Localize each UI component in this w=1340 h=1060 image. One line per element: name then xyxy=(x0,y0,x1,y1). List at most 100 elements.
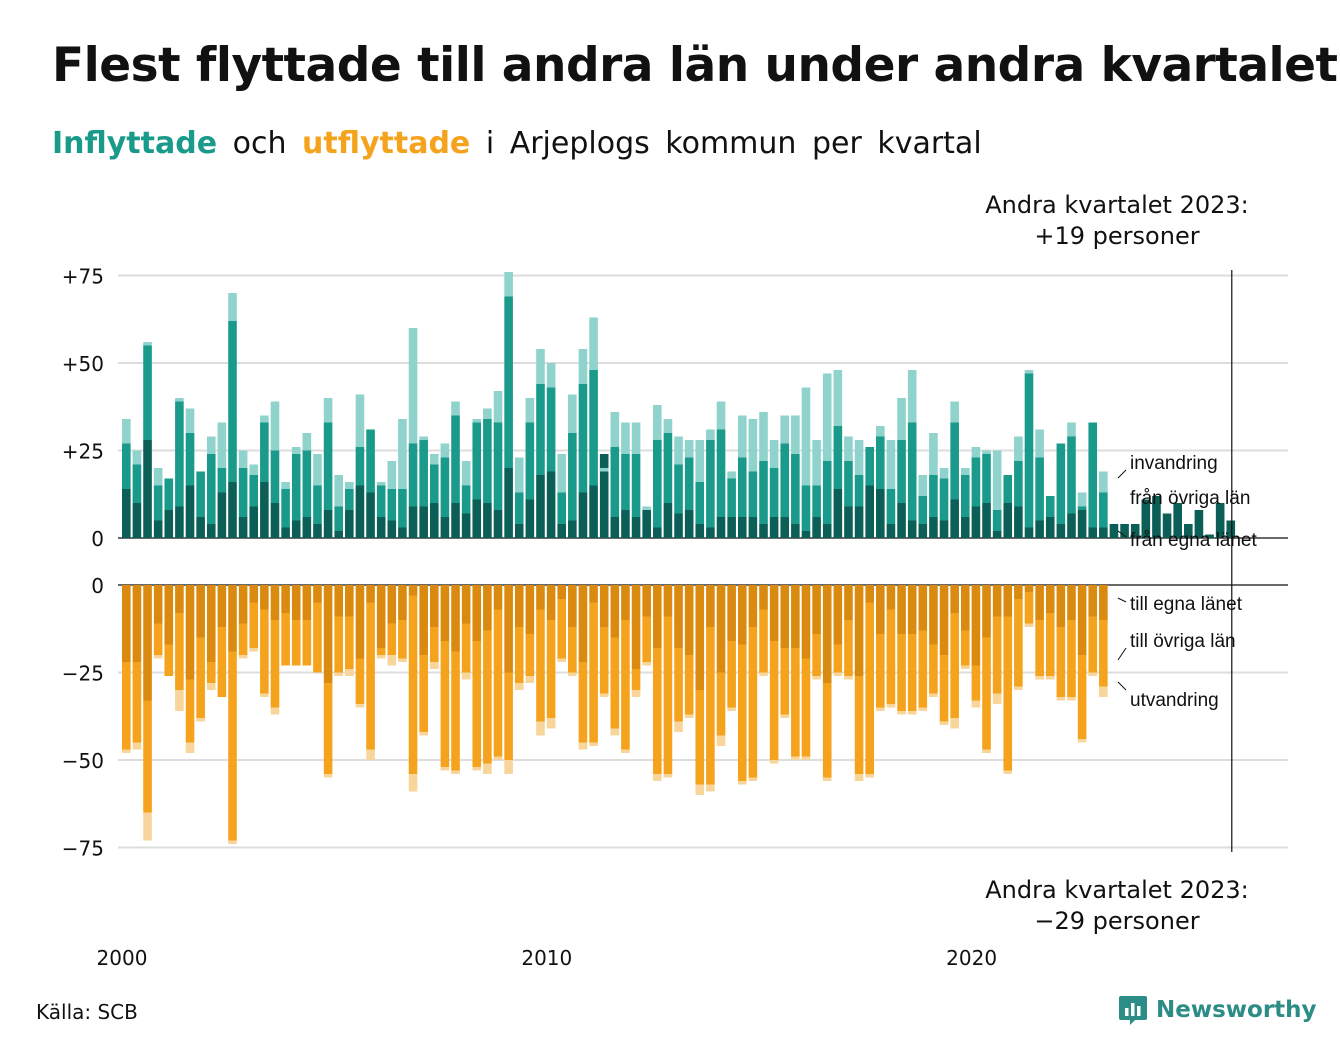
bar-in-other-counties xyxy=(663,433,673,503)
bar-out-emigration xyxy=(568,672,577,676)
y-tick-in: 0 xyxy=(91,527,104,551)
bar-out-other-counties xyxy=(313,602,322,673)
bar-out-emigration xyxy=(621,749,630,753)
bar-in-own-county xyxy=(536,475,545,538)
bar-in-other-counties xyxy=(801,485,811,531)
bar-out-emigration xyxy=(419,732,428,736)
bar-in-immigration xyxy=(599,468,609,472)
bar-in-own-county xyxy=(642,510,651,538)
bar-out-own-county xyxy=(621,585,630,620)
bar-out-other-counties xyxy=(132,662,142,743)
brand-name: Newsworthy xyxy=(1156,997,1317,1023)
bar-out-own-county xyxy=(440,585,450,641)
bar-in-other-counties xyxy=(610,447,620,517)
annotation-out-line2: −29 personer xyxy=(1034,907,1199,935)
bar-in-immigration xyxy=(472,419,482,423)
bar-in-immigration xyxy=(939,468,949,479)
bar-out-other-counties xyxy=(833,644,843,673)
bar-in-immigration xyxy=(429,454,439,465)
bar-in-other-counties xyxy=(971,457,981,507)
bar-out-own-county xyxy=(196,585,205,638)
bar-out-own-county xyxy=(472,585,482,641)
x-tick-year: 2020 xyxy=(946,946,997,970)
bar-out-other-counties xyxy=(748,627,758,778)
bar-in-immigration xyxy=(812,440,821,486)
bar-out-emigration xyxy=(557,658,567,662)
bar-out-other-counties xyxy=(737,644,747,781)
bar-out-other-counties xyxy=(1045,613,1055,676)
bar-in-other-counties xyxy=(791,454,800,524)
bar-in-immigration xyxy=(1067,422,1076,437)
bar-in-other-counties xyxy=(345,489,354,510)
bar-in-own-county xyxy=(419,506,428,538)
bar-out-own-county xyxy=(918,585,928,631)
bar-out-emigration xyxy=(536,721,545,736)
bar-out-emigration xyxy=(249,648,259,652)
bar-in-immigration xyxy=(493,391,503,423)
bar-in-own-county xyxy=(514,524,524,538)
chart-title: Flest flyttade till andra län under andr… xyxy=(52,38,1338,93)
bar-out-other-counties xyxy=(483,630,492,764)
bar-out-emigration xyxy=(525,676,535,683)
bar-in-own-county xyxy=(610,517,620,538)
bar-in-own-county xyxy=(684,510,694,538)
bar-in-own-county xyxy=(971,506,981,538)
bar-out-own-county xyxy=(1045,585,1055,613)
bar-out-other-counties xyxy=(451,651,460,771)
bar-in-other-counties xyxy=(748,471,758,517)
bar-out-other-counties xyxy=(599,627,609,694)
bar-out-own-county xyxy=(854,585,864,676)
bar-in-own-county xyxy=(1077,510,1087,538)
bar-in-other-counties xyxy=(355,447,365,486)
bar-out-own-county xyxy=(291,585,301,620)
bar-out-own-county xyxy=(992,585,1002,617)
bar-out-emigration xyxy=(695,784,705,795)
bar-in-immigration xyxy=(844,436,853,461)
bar-in-immigration xyxy=(334,475,343,507)
bar-out-emigration xyxy=(886,704,896,708)
bar-out-emigration xyxy=(653,774,662,781)
bar-in-immigration xyxy=(1014,436,1023,461)
label-invandring: invandring xyxy=(1130,453,1218,474)
bar-in-own-county xyxy=(429,503,439,538)
bar-out-other-counties xyxy=(536,609,545,722)
bar-in-own-county xyxy=(663,503,673,538)
bar-in-own-county xyxy=(196,517,205,538)
bar-in-immigration xyxy=(684,440,694,458)
bar-out-emigration xyxy=(663,774,673,778)
bar-out-other-counties xyxy=(684,655,694,715)
bar-in-own-county xyxy=(185,485,195,538)
bar-out-own-county xyxy=(408,585,418,596)
bar-out-emigration xyxy=(1077,739,1087,743)
bar-out-own-county xyxy=(366,585,375,603)
bar-in-other-counties xyxy=(164,478,174,510)
bar-in-own-county xyxy=(260,482,269,538)
bar-in-immigration xyxy=(833,370,843,426)
bar-out-own-county xyxy=(897,585,906,634)
bar-out-other-counties xyxy=(897,634,906,711)
bar-out-emigration xyxy=(355,704,365,708)
bar-out-emigration xyxy=(960,665,970,669)
subtitle-inflyttade: Inflyttade xyxy=(52,126,218,161)
bar-out-own-county xyxy=(387,585,397,624)
bar-in-immigration xyxy=(483,408,492,419)
bar-out-other-counties xyxy=(345,616,354,669)
bar-in-immigration xyxy=(1077,492,1087,507)
bar-out-emigration xyxy=(610,728,620,736)
bar-out-emigration xyxy=(122,749,131,753)
bar-in-own-county xyxy=(1024,527,1034,538)
bar-out-emigration xyxy=(822,777,832,781)
bar-out-other-counties xyxy=(1035,620,1044,676)
bar-in-immigration xyxy=(780,415,790,444)
bar-in-other-counties xyxy=(695,482,705,524)
bar-in-other-counties xyxy=(568,433,577,521)
bar-out-other-counties xyxy=(461,623,471,673)
bar-out-other-counties xyxy=(196,637,205,718)
bar-out-other-counties xyxy=(440,641,450,767)
bar-in-own-county xyxy=(1162,513,1172,538)
bar-in-immigration xyxy=(716,401,726,430)
bar-out-emigration xyxy=(398,658,407,662)
bar-out-own-county xyxy=(260,585,269,610)
bar-in-own-county xyxy=(493,510,503,538)
bar-out-own-county xyxy=(759,585,768,610)
